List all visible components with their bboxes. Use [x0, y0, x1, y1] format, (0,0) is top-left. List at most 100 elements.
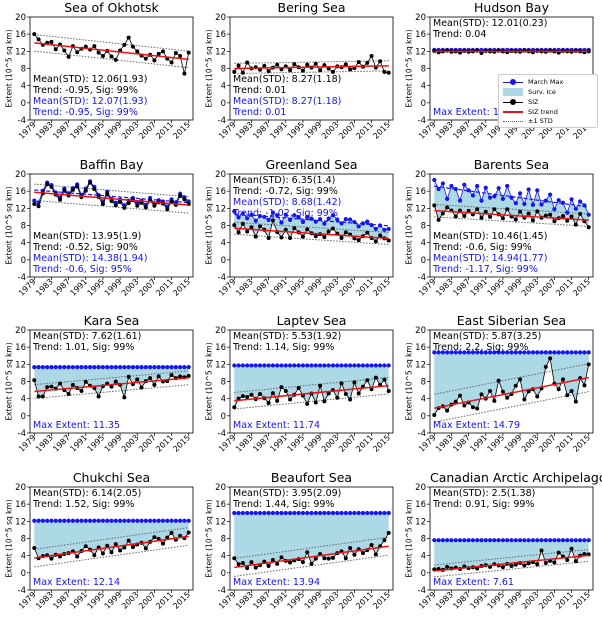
chart-svg: -404812162019791983198719911995199920032… — [215, 326, 394, 454]
siz-point — [83, 544, 88, 549]
legend-label-surv-ice: Surv. Ice — [528, 88, 556, 96]
siz-point — [169, 373, 174, 378]
y-tick-label: -4 — [418, 273, 426, 283]
march-max-point — [92, 518, 97, 523]
siz-point — [436, 217, 441, 222]
siz-point — [236, 63, 241, 68]
march-max-point — [487, 195, 493, 200]
std-upper-line — [34, 183, 189, 198]
x-tick-label: 2003 — [320, 590, 341, 611]
march-max-point — [292, 510, 297, 516]
march-max-point — [262, 214, 267, 220]
x-tick-label: 2011 — [354, 433, 375, 454]
siz-point — [458, 393, 463, 398]
march-max-point — [266, 510, 271, 516]
y-tick-label: 16 — [215, 187, 226, 197]
siz-point — [253, 234, 258, 239]
march-max-point — [552, 538, 557, 543]
x-tick-label: 1983 — [434, 590, 455, 611]
siz-point — [569, 214, 574, 219]
y-tick-label: 0 — [421, 99, 426, 109]
chart-panel: Laptev Sea Extent (10^5 sq km) -4 0 4 8 12 16 20… — [200, 313, 400, 470]
march-max-point — [373, 363, 378, 368]
siz-point — [369, 387, 374, 392]
std-upper-line — [434, 363, 589, 395]
march-max-point — [300, 219, 306, 225]
siz-point — [275, 398, 280, 403]
march-max-point — [296, 363, 301, 368]
std-lower-line — [34, 384, 189, 399]
legend-entry-std: ±1 STD — [503, 116, 553, 126]
march-max-point — [386, 510, 391, 516]
siz-point — [466, 208, 471, 213]
siz-point — [288, 397, 293, 402]
siz-point — [232, 405, 237, 410]
march-max-point — [496, 538, 501, 543]
y-tick-label: 16 — [15, 500, 26, 510]
march-max-point — [378, 510, 383, 516]
siz-point — [573, 222, 578, 227]
march-max-point — [83, 518, 88, 523]
march-max-point — [556, 198, 561, 203]
siz-point — [275, 561, 280, 566]
march-max-point — [453, 350, 458, 355]
siz-point — [126, 374, 131, 379]
march-max-point — [245, 216, 250, 221]
march-max-point — [173, 518, 178, 523]
siz-point — [582, 551, 587, 556]
march-max-point — [126, 365, 131, 370]
march-max-point — [279, 220, 284, 225]
siz-point — [373, 239, 378, 244]
siz-point — [475, 566, 480, 571]
march-max-point — [440, 181, 445, 186]
x-tick-label: 2011 — [354, 277, 375, 298]
siz-point — [313, 556, 318, 561]
siz-point — [522, 563, 527, 568]
march-max-point — [322, 221, 327, 226]
march-max-point — [317, 363, 323, 368]
siz-point — [569, 546, 574, 551]
chart-panel: Barents Sea Extent (10^5 sq km) -4 0 4 8 12 16 2… — [400, 157, 600, 314]
march-max-point — [548, 350, 553, 355]
siz-point — [305, 401, 310, 406]
march-max-point — [249, 363, 254, 368]
y-tick-label: 20 — [15, 326, 26, 336]
march-max-point — [360, 221, 366, 226]
march-max-point — [305, 214, 310, 220]
march-max-point — [135, 365, 140, 370]
siz-point — [122, 395, 127, 400]
march-max-point — [509, 538, 514, 543]
siz-point — [330, 555, 335, 560]
march-max-point — [373, 226, 378, 232]
march-max-point — [543, 538, 548, 543]
siz-point — [492, 207, 497, 212]
legend-label-march-max: March Max — [528, 78, 564, 86]
siz-point — [182, 197, 187, 202]
siz-point — [96, 394, 101, 399]
x-tick-label: 2003 — [320, 120, 341, 141]
siz-point — [352, 380, 357, 385]
siz-point — [356, 238, 361, 243]
march-max-point — [356, 510, 361, 516]
siz-point — [573, 399, 578, 404]
x-tick-label: 2003 — [120, 277, 141, 298]
x-tick-label: 2007 — [137, 277, 158, 298]
march-max-point — [378, 223, 383, 228]
march-max-point — [70, 518, 75, 523]
siz-point — [518, 209, 523, 214]
march-max-point — [552, 207, 557, 212]
x-tick-label: 1999 — [503, 277, 524, 298]
march-max-point — [569, 350, 574, 355]
siz-point — [569, 388, 574, 393]
siz-point — [236, 230, 241, 235]
march-max-point — [317, 216, 323, 222]
march-max-point — [565, 538, 570, 543]
siz-point — [543, 213, 548, 218]
stats-annotation: Mean(STD): 12.06(1.93) — [33, 74, 148, 85]
march-max-point — [560, 538, 566, 543]
march-max-point — [432, 538, 437, 543]
march-max-point — [475, 538, 480, 543]
x-tick-label: 2007 — [337, 120, 358, 141]
march-max-point — [283, 363, 288, 368]
x-tick-label: 1983 — [434, 433, 455, 454]
